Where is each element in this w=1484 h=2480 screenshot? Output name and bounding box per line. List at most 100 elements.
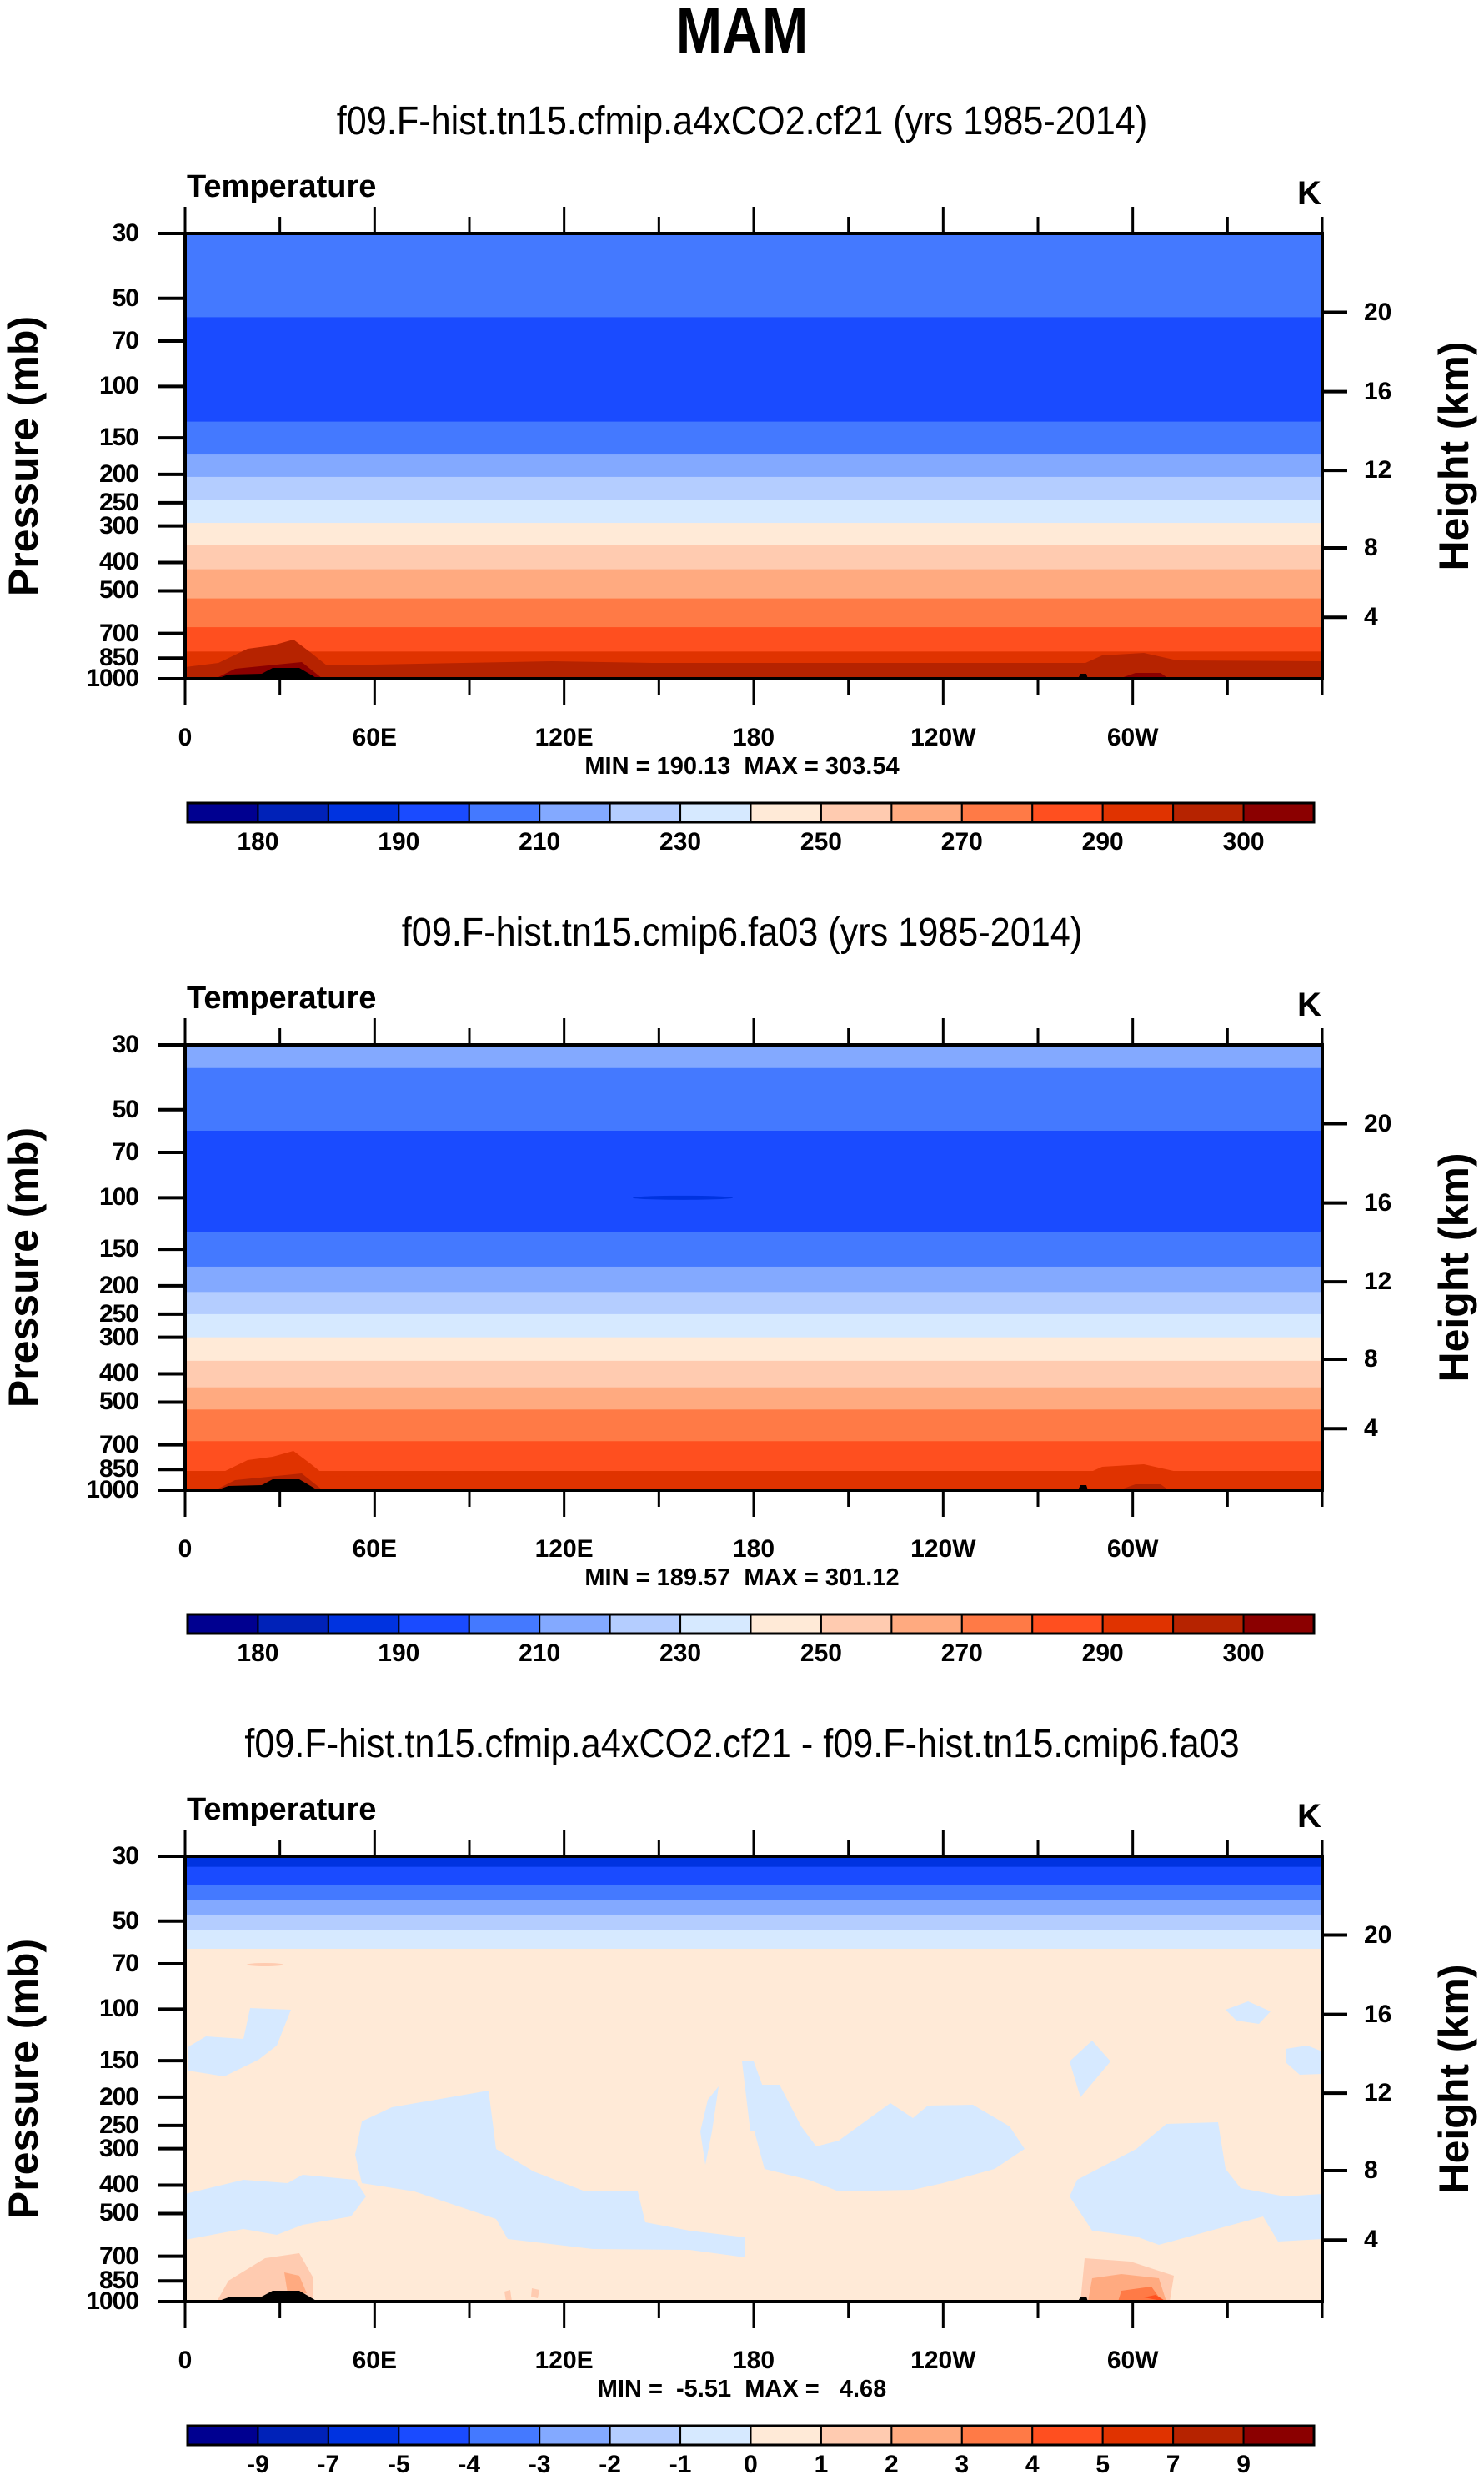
contour-band	[185, 1266, 1322, 1293]
x-tick-label: 60E	[352, 1535, 398, 1563]
positive-anomaly-region	[284, 2272, 307, 2293]
y-tick-label: 500	[98, 1388, 139, 1416]
y-tick-label: 850	[98, 644, 139, 672]
y-tick-label: 700	[98, 1430, 139, 1458]
y-tick-label: 30	[112, 1842, 139, 1870]
height-tick-label: 12	[1364, 1268, 1392, 1296]
colorbar-box	[890, 802, 963, 823]
colorbar-box	[1101, 2425, 1175, 2446]
colorbar-label: 2	[885, 2451, 899, 2478]
colorbar-box	[539, 1614, 611, 1634]
units-label: K	[1297, 986, 1321, 1023]
colorbar-box	[468, 1614, 541, 1634]
colorbar-box	[890, 1614, 963, 1634]
x-tick-label: 60W	[1106, 724, 1159, 751]
y-tick-label: 1000	[86, 665, 139, 692]
contour-band	[185, 1360, 1322, 1388]
height-tick-label: 20	[1364, 298, 1392, 326]
cold-anomaly-contour	[633, 1195, 733, 1200]
contour-band	[185, 1292, 1322, 1315]
surface-contour	[185, 640, 1322, 679]
colorbar-box	[679, 2425, 752, 2446]
colorbar-box	[890, 2425, 963, 2446]
colorbar-box	[1172, 802, 1245, 823]
colorbar-box	[1172, 2425, 1245, 2446]
colorbar-label: 230	[659, 1639, 702, 1667]
negative-anomaly-region	[185, 2175, 366, 2240]
height-tick-label: 20	[1364, 1109, 1392, 1137]
contour-band	[185, 1313, 1322, 1338]
colorbar-box	[257, 802, 329, 823]
contour-band	[185, 1045, 1322, 1069]
panel-subtitle: f09.F-hist.tn15.cmip6.fa03 (yrs 1985-201…	[401, 911, 1083, 955]
y-tick-label: 100	[98, 1183, 139, 1212]
x-tick-label: 120E	[534, 2347, 594, 2374]
contour-band	[185, 627, 1322, 652]
y-tick-label: 200	[98, 1271, 139, 1299]
colorbar	[186, 1613, 1316, 1635]
y2-axis-label: Height (km)	[1431, 1152, 1477, 1383]
colorbar-label: 5	[1095, 2451, 1110, 2478]
variable-title: Temperature	[187, 169, 377, 204]
contour-band	[185, 1900, 1322, 1915]
contour-band	[185, 233, 1322, 318]
y-tick-label: 50	[112, 284, 139, 312]
height-tick-label: 8	[1364, 1345, 1378, 1373]
min-max-label: MIN = 190.13 MAX = 303.54	[584, 753, 900, 780]
negative-anomaly-region	[1070, 2122, 1322, 2245]
y-tick-label: 400	[98, 2171, 139, 2199]
colorbar-label: -2	[599, 2451, 621, 2478]
contour-band	[185, 317, 1322, 423]
variable-title: Temperature	[187, 1792, 377, 1827]
y-tick-label: 850	[98, 2267, 139, 2295]
colorbar-label: 190	[378, 1639, 420, 1667]
colorbar-label: 4	[1025, 2451, 1040, 2478]
colorbar-label: 300	[1222, 828, 1265, 856]
x-tick-label: 60W	[1106, 2347, 1159, 2374]
y-tick-label: 70	[112, 327, 139, 355]
colorbar-box	[960, 802, 1034, 823]
negative-anomaly-region	[355, 2091, 745, 2257]
x-tick-label: 180	[732, 724, 775, 751]
x-tick-label: 0	[178, 724, 193, 751]
colorbar-box	[468, 802, 541, 823]
negative-anomaly-region	[750, 2085, 1025, 2191]
colorbar-label: -9	[247, 2451, 269, 2478]
height-tick-label: 8	[1364, 2156, 1378, 2184]
colorbar-label: 180	[237, 828, 279, 856]
colorbar-box	[398, 2425, 470, 2446]
y-tick-label: 500	[98, 2199, 139, 2227]
contour-plot	[158, 207, 1347, 705]
colorbar-label: 3	[955, 2451, 970, 2478]
colorbar-box	[820, 802, 893, 823]
topography-mask	[217, 1479, 318, 1490]
colorbar-box	[750, 802, 822, 823]
y2-axis-label: Height (km)	[1431, 1964, 1477, 2194]
contour-band	[185, 569, 1322, 600]
contour-band	[185, 523, 1322, 546]
negative-anomaly-region	[1070, 2041, 1110, 2097]
height-tick-label: 16	[1364, 1188, 1392, 1217]
y-tick-label: 1000	[86, 2287, 139, 2315]
colorbar-box	[327, 2425, 400, 2446]
contour-band	[185, 500, 1322, 524]
x-tick-label: 120E	[534, 724, 594, 751]
contour-band	[185, 545, 1322, 570]
colorbar-box	[679, 802, 752, 823]
y-tick-label: 1000	[86, 1476, 139, 1504]
contour-band	[185, 1866, 1322, 1885]
colorbar-box	[187, 2425, 259, 2446]
colorbar-label: 1	[814, 2451, 829, 2478]
colorbar-box	[820, 2425, 893, 2446]
colorbar-box	[187, 802, 259, 823]
colorbar-box	[187, 1614, 259, 1634]
colorbar-box	[820, 1614, 893, 1634]
height-tick-label: 20	[1364, 1920, 1392, 1949]
contour-band	[185, 1914, 1322, 1930]
contour-band	[185, 1337, 1322, 1362]
y-tick-label: 300	[98, 2134, 139, 2162]
y-tick-label: 250	[98, 1299, 139, 1328]
panel-subtitle: f09.F-hist.tn15.cfmip.a4xCO2.cf21 - f09.…	[244, 1722, 1240, 1766]
y-tick-label: 700	[98, 2242, 139, 2270]
colorbar-label: 290	[1081, 828, 1124, 856]
